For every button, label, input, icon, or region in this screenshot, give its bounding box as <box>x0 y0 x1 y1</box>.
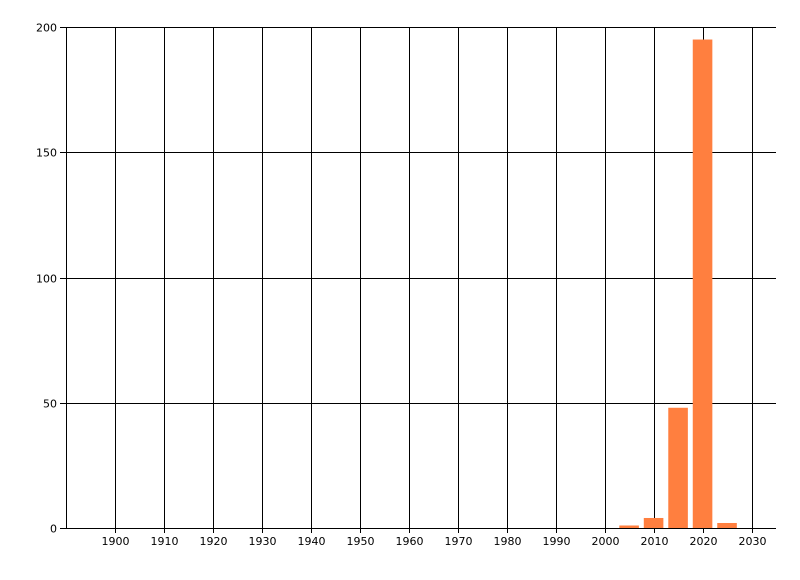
x-tick-label: 1990 <box>543 535 571 548</box>
y-tick-label: 200 <box>36 22 57 35</box>
bar <box>619 525 639 528</box>
bar <box>717 522 737 528</box>
bar <box>692 39 713 529</box>
x-tick-label: 2000 <box>592 535 620 548</box>
x-tick-label: 2010 <box>641 535 669 548</box>
x-tick-label: 1960 <box>396 535 424 548</box>
tick-labels: 0 50 100 150 200 1900 1910 1920 1930 1940 1950 1960… <box>36 22 767 549</box>
bar <box>643 517 664 528</box>
x-tick-label: 1950 <box>347 535 375 548</box>
x-tick-label: 1970 <box>445 535 473 548</box>
x-tick-label: 1930 <box>249 535 277 548</box>
axes <box>66 27 776 529</box>
y-tick-label: 0 <box>50 523 57 536</box>
x-tick-label: 1980 <box>494 535 522 548</box>
bar <box>668 407 688 528</box>
y-tick-label: 150 <box>36 147 57 160</box>
y-tick-label: 100 <box>36 273 57 286</box>
x-tick-label: 1920 <box>200 535 228 548</box>
x-tick-label: 1900 <box>102 535 130 548</box>
x-tick-label: 2020 <box>690 535 718 548</box>
x-tick-label: 2030 <box>739 535 767 548</box>
x-tick-label: 1940 <box>298 535 326 548</box>
x-tick-label: 1910 <box>151 535 179 548</box>
bars <box>619 39 737 529</box>
y-tick-label: 50 <box>43 398 57 411</box>
